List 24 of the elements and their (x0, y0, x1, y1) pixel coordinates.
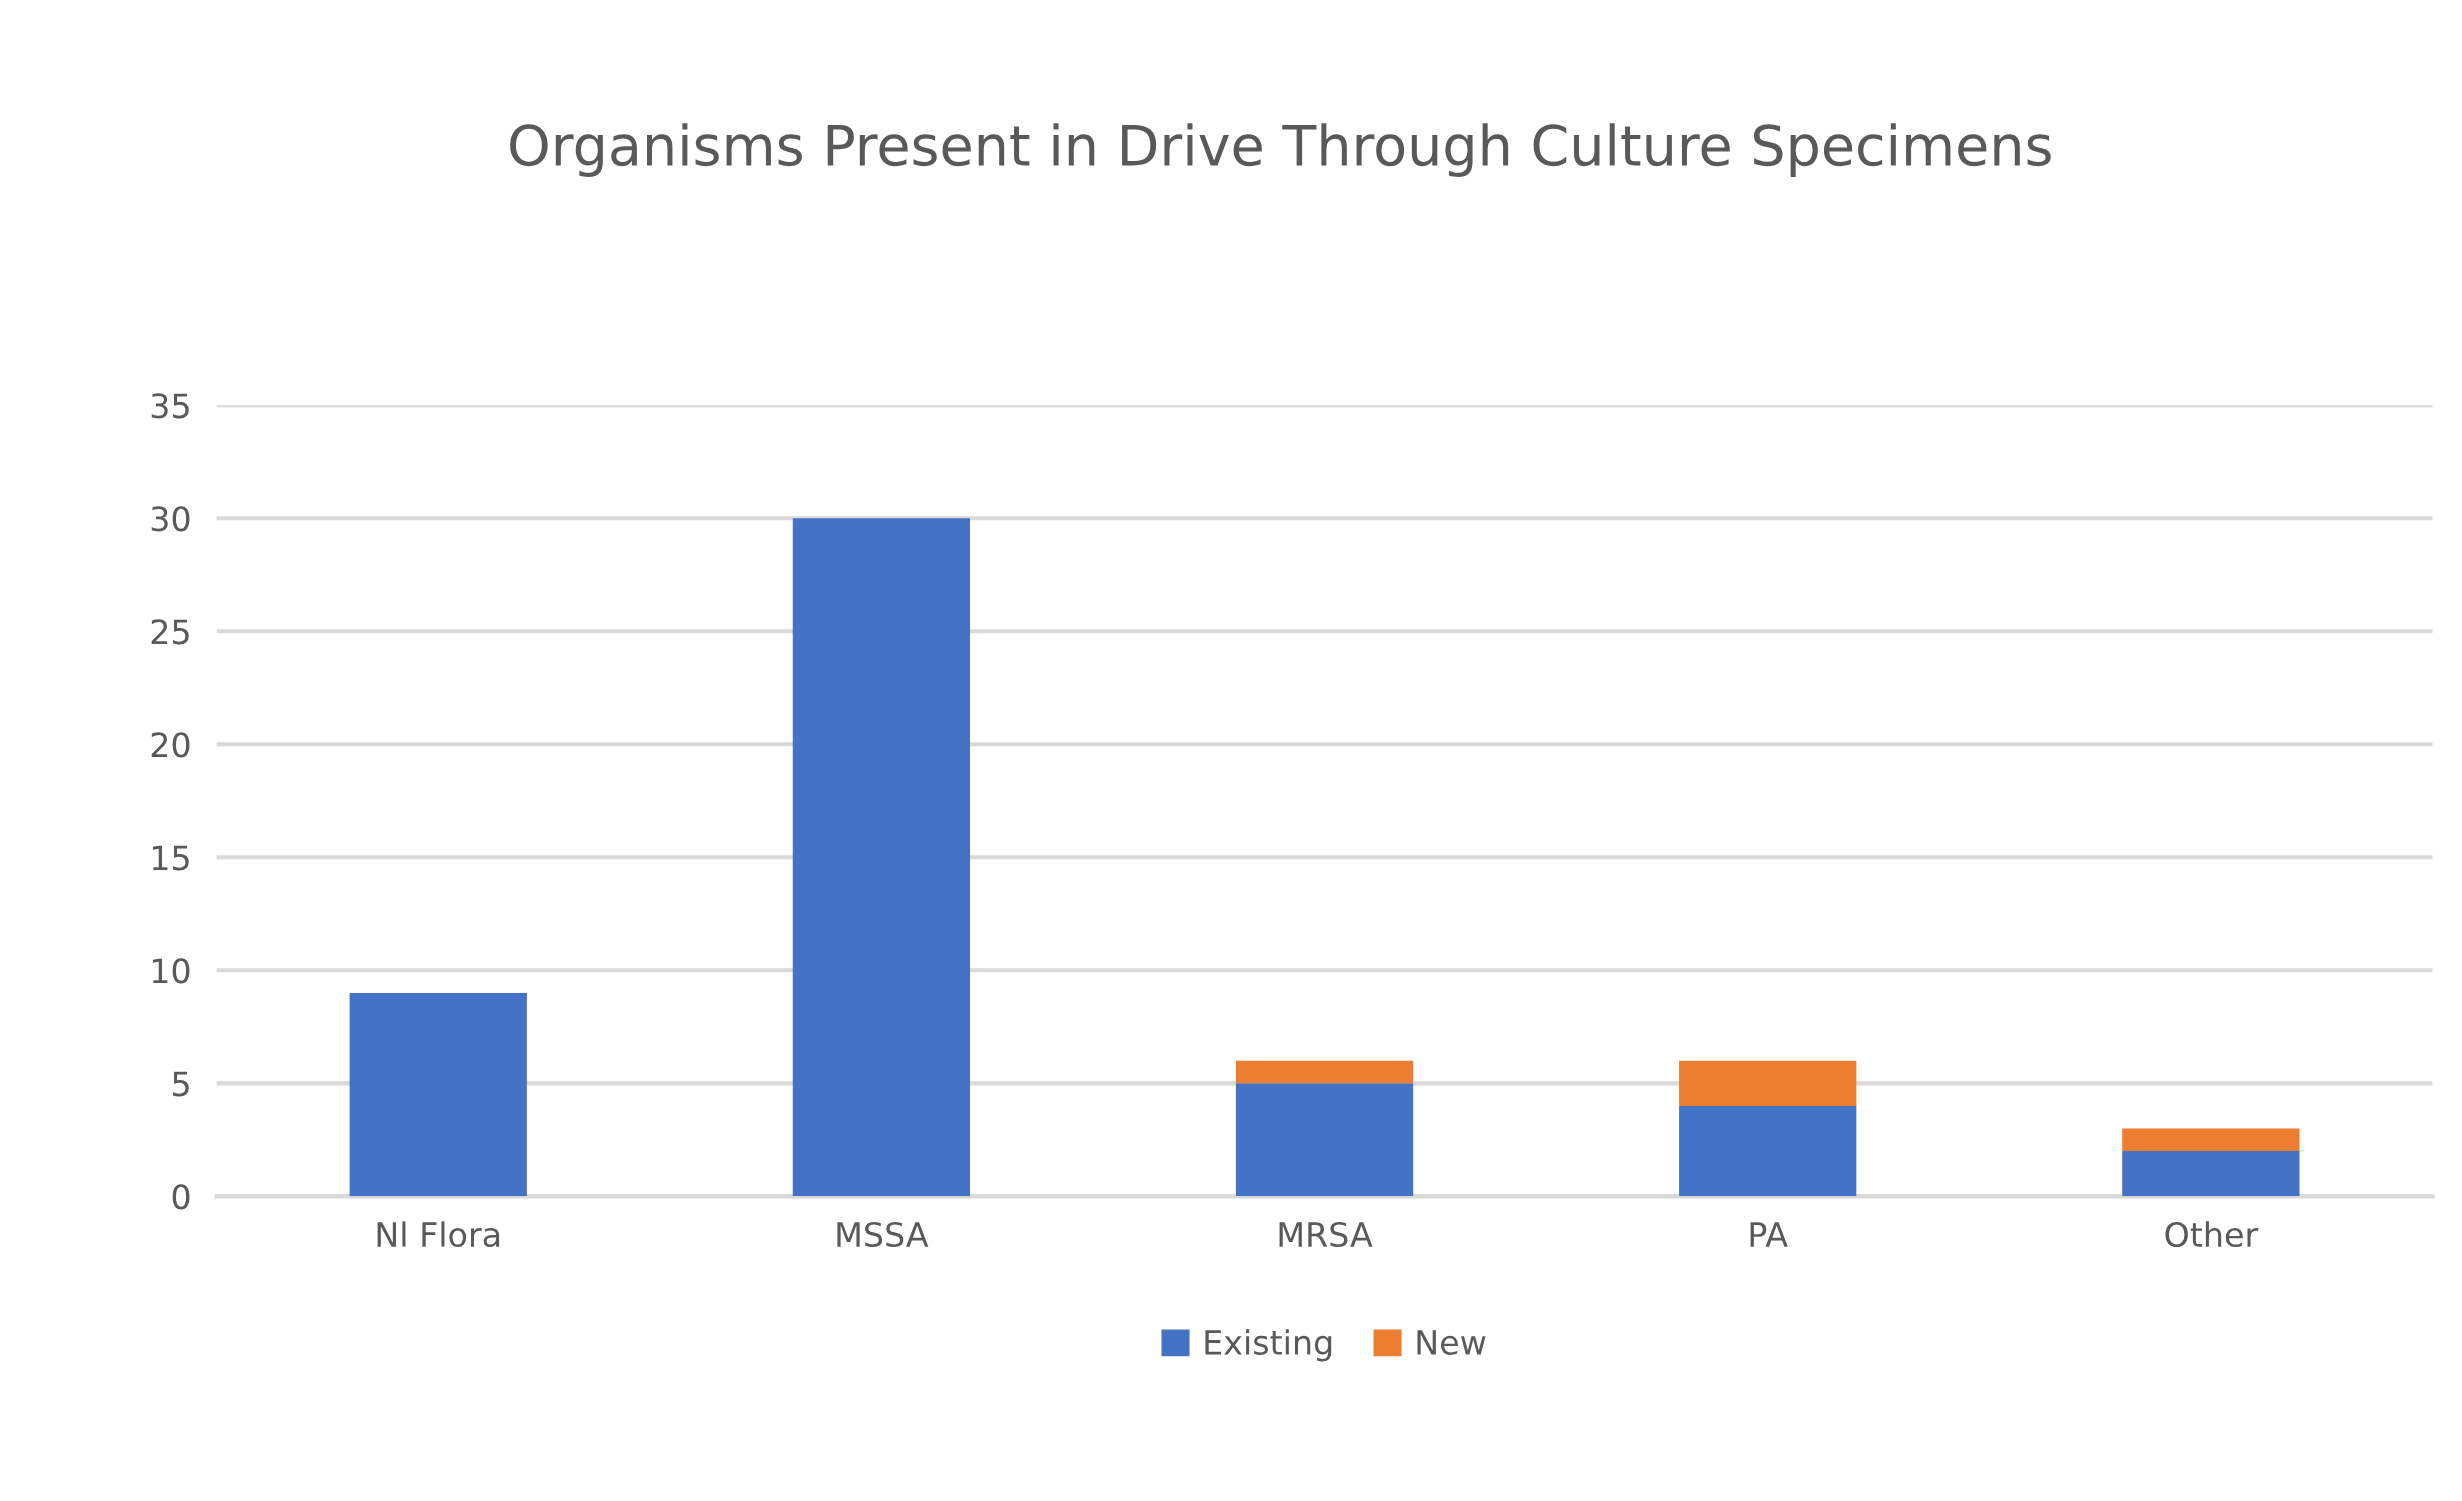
bar (1235, 1083, 1414, 1197)
y-tick-label: 20 (151, 732, 190, 758)
x-tick-label: MSSA (837, 1221, 929, 1248)
y-tick-label: 5 (173, 1071, 189, 1097)
bar (2122, 1151, 2300, 1197)
y-tick-label: 10 (152, 958, 190, 984)
y-tick-label: 35 (151, 393, 189, 419)
x-tick-label: MRSA (1279, 1221, 1373, 1248)
x-tick-label: Nl Flora (377, 1221, 500, 1248)
legend-label: New (1417, 1330, 1486, 1355)
bar (1679, 1060, 1857, 1106)
bar (792, 518, 971, 1197)
bar (1235, 1060, 1414, 1084)
x-tick-label: PA (1750, 1222, 1788, 1247)
bar (1679, 1105, 1857, 1197)
y-tick-label: 25 (151, 619, 189, 645)
y-tick-label: 0 (172, 1184, 190, 1210)
bar (349, 992, 527, 1197)
x-tick-label: Other (2165, 1221, 2259, 1248)
bar (2122, 1128, 2300, 1152)
chart-title: Organisms Present in Drive Through Culture Specimens (510, 123, 2051, 177)
y-tick-label: 15 (152, 845, 189, 871)
legend-label: Existing (1205, 1329, 1332, 1362)
y-tick-label: 30 (151, 506, 190, 532)
